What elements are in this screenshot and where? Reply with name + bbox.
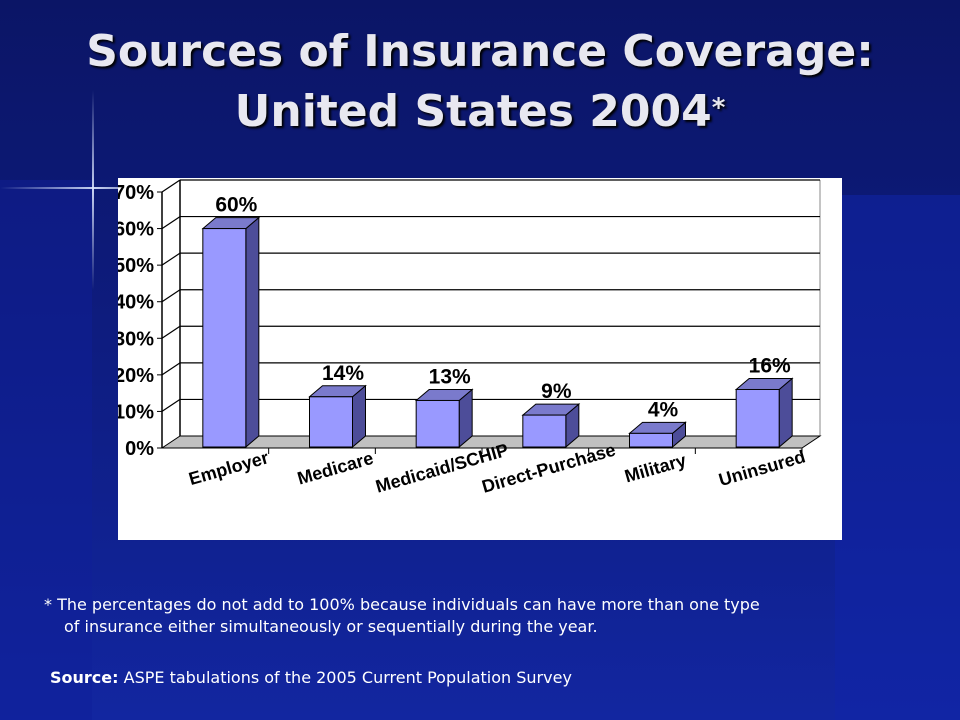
title-line-2-text: United States 2004 <box>234 86 712 137</box>
y-tick-label: 10% <box>118 401 154 423</box>
gridline-side <box>161 179 181 193</box>
y-tick-label: 60% <box>118 219 154 241</box>
x-category-label: Employer <box>186 447 270 489</box>
gridline-side <box>161 362 181 376</box>
bar-side <box>245 216 260 449</box>
title-line-1: Sources of Insurance Coverage: <box>86 26 874 77</box>
y-tick-label: 40% <box>118 292 154 314</box>
data-label: 13% <box>429 365 471 388</box>
y-tick-label: 30% <box>118 328 154 350</box>
background-band-left <box>0 180 92 720</box>
y-tick-label: 0% <box>125 438 154 460</box>
sparkle-vertical <box>92 90 94 290</box>
data-label: 14% <box>322 362 364 385</box>
slide-title: Sources of Insurance Coverage: United St… <box>0 22 960 142</box>
x-category-label: Uninsured <box>716 446 807 490</box>
y-tick-label: 50% <box>118 255 154 277</box>
footnote-line-1: * The percentages do not add to 100% bec… <box>44 595 760 614</box>
data-label: 60% <box>215 194 257 217</box>
bar-chart: 0% 10% 20% 30% 40% 50% 60% 70% 60% Employer 14% Med… <box>118 179 822 497</box>
gridline-side <box>161 289 181 303</box>
gridline-side <box>161 398 181 412</box>
bar <box>735 388 780 448</box>
title-asterisk: * <box>711 93 726 123</box>
source-label: Source: <box>50 668 119 687</box>
data-label: 9% <box>541 380 572 403</box>
bar <box>522 414 567 448</box>
source-note: Source: ASPE tabulations of the 2005 Cur… <box>50 668 572 687</box>
bar <box>629 432 673 448</box>
source-text: ASPE tabulations of the 2005 Current Pop… <box>123 668 572 687</box>
sparkle-horizontal <box>0 187 190 189</box>
title-line-2: United States 2004* <box>0 82 960 142</box>
gridline-side <box>161 216 181 230</box>
bar <box>309 396 353 448</box>
x-category-label: Military <box>622 450 688 487</box>
bar <box>202 228 247 448</box>
gridline-side <box>161 252 181 266</box>
data-label: 16% <box>749 354 791 377</box>
footnote: * The percentages do not add to 100% bec… <box>44 594 924 638</box>
x-category-label: Medicare <box>295 448 376 489</box>
chart-panel: 0% 10% 20% 30% 40% 50% 60% 70% 60% Employer 14% Med… <box>118 178 842 540</box>
data-label: 4% <box>648 398 679 421</box>
y-tick-label: 70% <box>118 182 154 204</box>
footnote-line-2: of insurance either simultaneously or se… <box>64 617 598 636</box>
y-tick-label: 20% <box>118 365 154 387</box>
bar-side <box>778 377 793 449</box>
background-band-right <box>835 195 960 720</box>
gridline-side <box>161 325 181 339</box>
bar <box>415 399 460 448</box>
